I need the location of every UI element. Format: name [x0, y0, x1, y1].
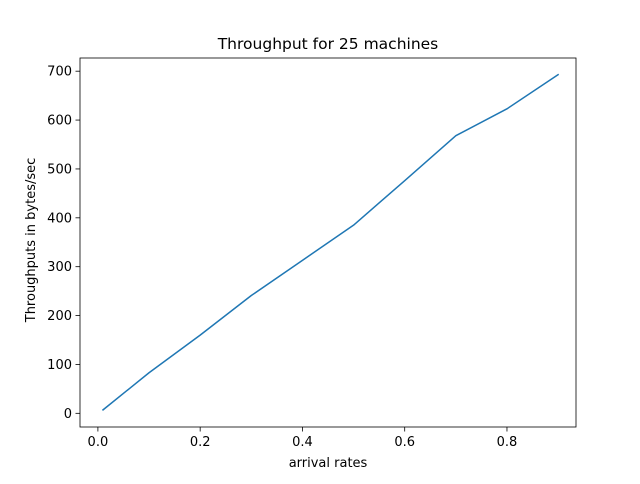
- axes-frame: [79, 57, 577, 428]
- x-tick-label: 0.0: [88, 435, 109, 450]
- chart-title: Throughput for 25 machines: [217, 35, 439, 53]
- plot-area: [79, 57, 577, 428]
- x-tick-label: 0.4: [292, 435, 313, 450]
- y-axis-label: Throughputs in bytes/sec: [24, 158, 39, 324]
- y-tick-label: 200: [47, 309, 72, 324]
- x-tick-label: 0.8: [497, 435, 518, 450]
- y-tick-label: 100: [47, 358, 72, 373]
- x-tick-label: 0.6: [394, 435, 415, 450]
- y-tick-label: 700: [47, 65, 72, 80]
- x-axis: 0.0 0.2 0.4 0.6 0.8: [88, 427, 518, 450]
- y-tick-label: 0: [64, 407, 72, 422]
- y-tick-label: 600: [47, 114, 72, 129]
- y-axis: 0 100 200 300 400 500 600 700: [47, 65, 80, 422]
- y-tick-label: 500: [47, 162, 72, 177]
- x-axis-label: arrival rates: [289, 456, 368, 471]
- y-tick-label: 400: [47, 211, 72, 226]
- series-line-0: [101, 73, 560, 411]
- x-tick-label: 0.2: [190, 435, 211, 450]
- y-tick-label: 300: [47, 260, 72, 275]
